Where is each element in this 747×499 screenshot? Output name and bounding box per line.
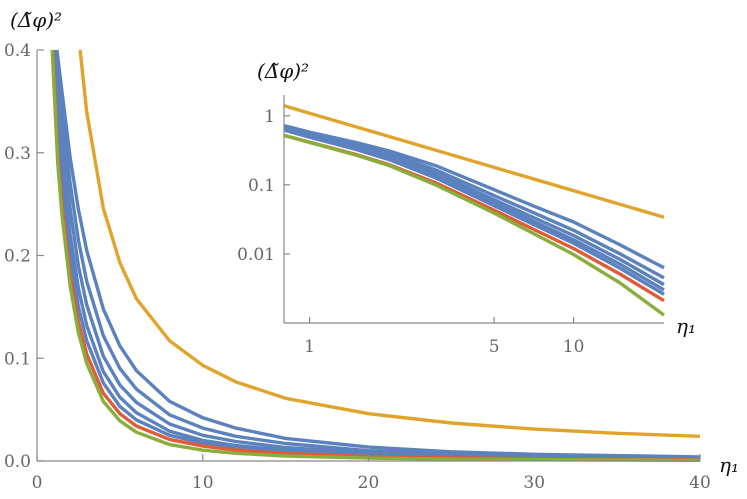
main-y-tick-label: 0.4 bbox=[4, 41, 31, 61]
inset-y-tick-label: 0.01 bbox=[237, 245, 275, 265]
inset-x-tick-label: 5 bbox=[489, 337, 500, 357]
inset-ticks-group: 1 5 10 1 0.1 0.01 bbox=[237, 107, 584, 357]
main-x-tick-label: 10 bbox=[192, 473, 214, 493]
main-y-tick-label: 0.0 bbox=[4, 452, 31, 472]
main-x-tick-label: 0 bbox=[32, 473, 43, 493]
main-plot: 0 10 20 30 40 0.0 0.1 0.2 0.3 0.4 η₁ (Δ̃φ)² bbox=[4, 8, 739, 493]
inset-plot: 1 5 10 1 0.1 0.01 η₁ (Δ̃φ)² bbox=[237, 59, 696, 357]
inset-series-green bbox=[283, 133, 666, 317]
main-series-blue-2 bbox=[54, 49, 701, 460]
main-x-tick-label: 30 bbox=[523, 473, 545, 493]
inset-y-axis-title: (Δ̃φ)² bbox=[257, 59, 309, 83]
main-x-tick-label: 40 bbox=[689, 473, 711, 493]
inset-x-axis-title: η₁ bbox=[676, 314, 696, 338]
main-x-axis-title: η₁ bbox=[719, 453, 739, 477]
main-x-tick-label: 20 bbox=[358, 473, 380, 493]
inset-y-tick-label: 1 bbox=[264, 107, 275, 127]
main-y-axis-title: (Δ̃φ)² bbox=[10, 8, 62, 32]
inset-x-tick-label: 1 bbox=[304, 337, 315, 357]
main-series-blue-1 bbox=[55, 49, 701, 459]
main-y-tick-label: 0.3 bbox=[4, 144, 31, 164]
main-series-group bbox=[50, 49, 701, 462]
inset-x-tick-label: 10 bbox=[563, 337, 585, 357]
inset-series-group bbox=[283, 104, 666, 317]
inset-series-orange bbox=[283, 104, 665, 219]
inset-series-blue-5 bbox=[283, 128, 665, 296]
main-ticks-group: 0 10 20 30 40 0.0 0.1 0.2 0.3 0.4 bbox=[4, 41, 711, 493]
inset-y-tick-label: 0.1 bbox=[248, 176, 275, 196]
main-y-tick-label: 0.1 bbox=[4, 349, 31, 369]
main-series-orange bbox=[78, 49, 701, 438]
main-series-green bbox=[50, 49, 701, 462]
main-y-tick-label: 0.2 bbox=[4, 247, 31, 267]
